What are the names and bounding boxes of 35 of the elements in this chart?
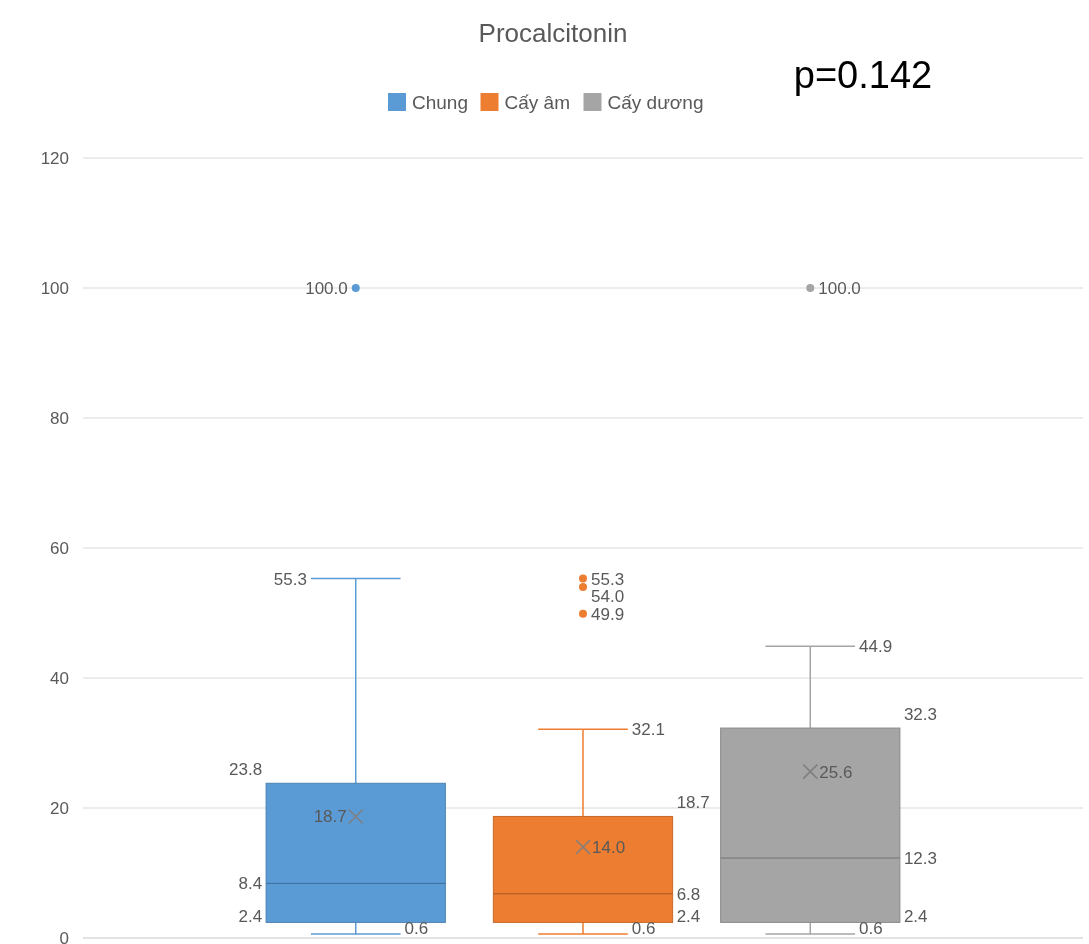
annotation: 2.4 [676, 907, 701, 927]
annotation: 55.3 [273, 569, 307, 589]
legend-label: Chung [412, 91, 468, 113]
annotation: 2.4 [238, 907, 263, 927]
chart-title: Procalcitonin [478, 18, 628, 48]
annotation: 18.7 [676, 793, 710, 813]
y-tick-label: 20 [50, 798, 69, 818]
y-tick-label: 100 [40, 278, 69, 298]
y-tick-label: 60 [50, 538, 69, 558]
y-tick-label: 80 [50, 408, 69, 428]
annotation: 14.0 [592, 837, 626, 857]
annotation: 12.3 [903, 849, 937, 868]
annotation: 0.6 [631, 919, 656, 939]
text: p=0.142 [793, 54, 933, 96]
annotation: 25.6 [819, 762, 853, 782]
annotation: 32.1 [631, 720, 665, 740]
y-tick-label: 120 [40, 148, 69, 168]
annotation: 44.9 [859, 637, 893, 657]
annotation: 100.0 [818, 278, 861, 298]
annotation: 2.4 [903, 907, 928, 927]
annotation: 23.8 [229, 760, 263, 780]
annotation: 32.3 [903, 705, 937, 724]
annotation: 0.6 [859, 919, 883, 939]
annotation: 6.8 [676, 884, 701, 904]
annotation: 8.4 [238, 874, 263, 894]
annotation: 54.0 [591, 586, 625, 606]
annotation: 100.0 [305, 278, 348, 298]
legend-label: Cấy dương [607, 91, 704, 113]
annotation: 18.7 [313, 807, 347, 827]
annotation: 49.9 [591, 604, 625, 624]
legend-label: Cấy âm [504, 91, 570, 113]
annotation: 55.3 [591, 569, 625, 589]
y-tick-label: 0 [59, 928, 69, 944]
annotation: 0.6 [404, 919, 429, 939]
y-tick-label: 40 [50, 668, 69, 688]
